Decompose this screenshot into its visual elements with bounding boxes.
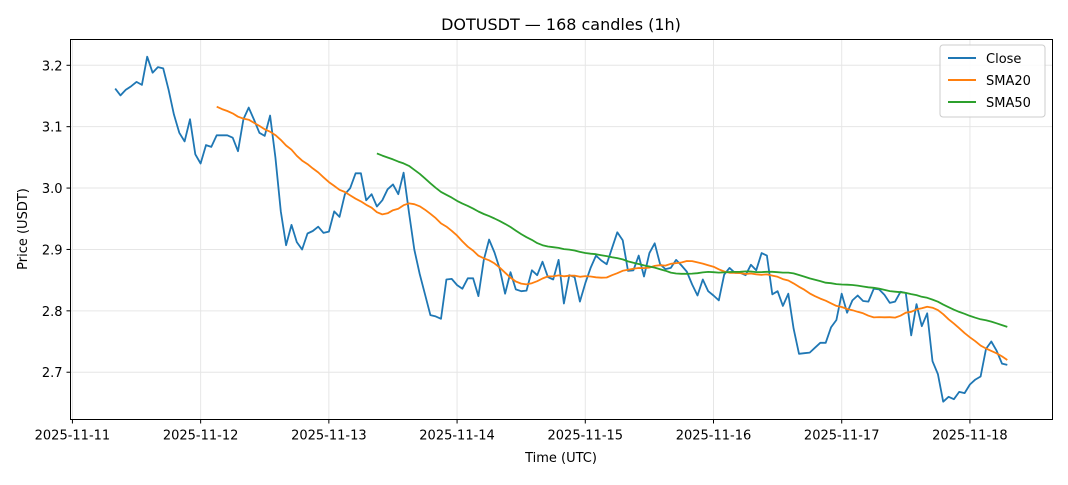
y-tick-label: 2.7 xyxy=(42,366,63,381)
legend-box xyxy=(939,44,1046,118)
x-tick-label: 2025-11-16 xyxy=(676,429,752,444)
y-axis-label: Price (USDT) xyxy=(16,188,31,270)
x-tick-label: 2025-11-13 xyxy=(291,429,367,444)
legend-label-close: Close xyxy=(986,52,1021,67)
legend: Close SMA20 SMA50 xyxy=(939,44,1046,118)
x-tick-label: 2025-11-15 xyxy=(548,429,624,444)
x-tick-label: 2025-11-17 xyxy=(804,429,880,444)
x-axis-label: Time (UTC) xyxy=(524,451,597,466)
series-sma50-line xyxy=(376,152,1008,328)
x-tick-label: 2025-11-11 xyxy=(35,429,111,444)
series-close-line xyxy=(114,55,1008,403)
y-tick-label: 2.9 xyxy=(42,243,63,258)
grid xyxy=(70,39,1053,420)
x-axis: 2025-11-11 2025-11-12 2025-11-13 2025-11-14… xyxy=(35,419,1008,444)
y-tick-label: 3.2 xyxy=(42,59,63,74)
legend-label-sma50: SMA50 xyxy=(986,96,1031,111)
plot-frame xyxy=(70,39,1053,420)
legend-label-sma20: SMA20 xyxy=(986,74,1031,89)
x-tick-label: 2025-11-14 xyxy=(419,429,495,444)
series-lines xyxy=(114,55,1008,403)
y-tick-label: 3.1 xyxy=(42,121,63,136)
chart-title: DOTUSDT — 168 candles (1h) xyxy=(441,15,681,34)
series-sma20-line xyxy=(216,105,1008,361)
y-tick-label: 3.0 xyxy=(42,182,63,197)
x-tick-label: 2025-11-18 xyxy=(932,429,1008,444)
x-tick-label: 2025-11-12 xyxy=(163,429,239,444)
y-tick-label: 2.8 xyxy=(42,305,63,320)
y-axis: 2.7 2.8 2.9 3.0 3.1 3.2 xyxy=(42,59,71,381)
